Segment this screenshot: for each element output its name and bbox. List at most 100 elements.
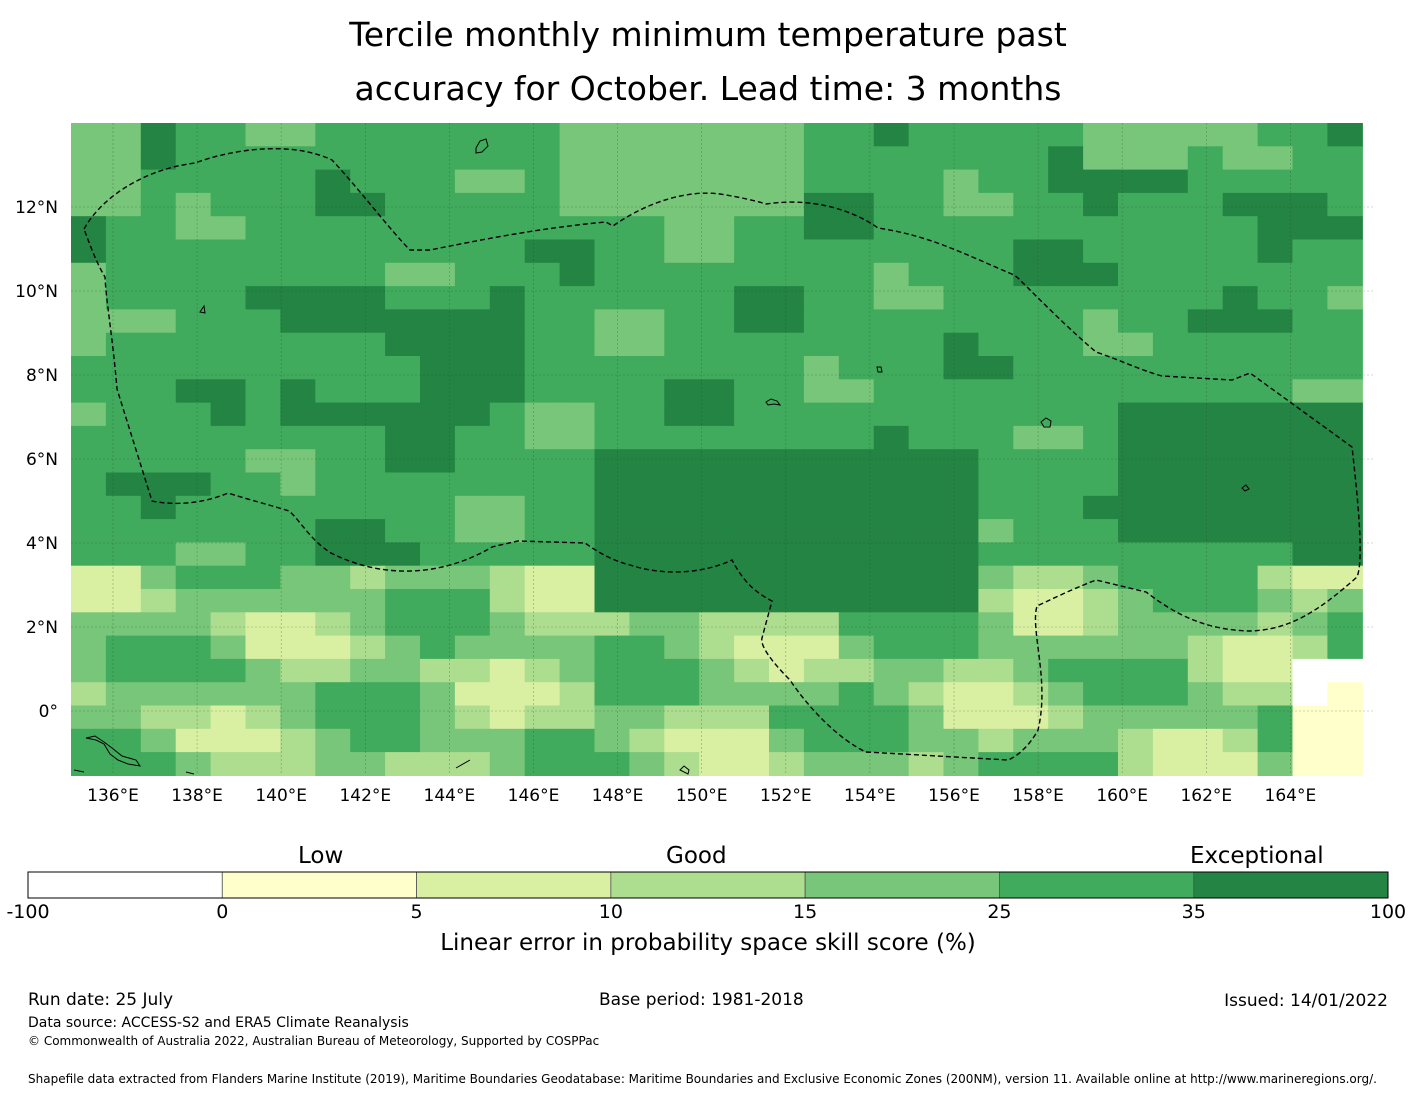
grid-cell bbox=[838, 565, 875, 590]
grid-cell bbox=[420, 449, 456, 474]
grid-cell bbox=[594, 146, 630, 171]
grid-cell bbox=[699, 356, 735, 380]
grid-cell bbox=[140, 262, 177, 287]
grid-cell bbox=[1048, 216, 1084, 241]
grid-cell bbox=[489, 565, 526, 590]
colorbar-category-low: Low bbox=[298, 843, 344, 869]
grid-cell bbox=[454, 519, 491, 543]
grid-cell bbox=[873, 449, 910, 474]
grid-cell bbox=[734, 216, 770, 241]
longitude-tick-label: 146°E bbox=[508, 786, 560, 806]
grid-cell bbox=[105, 425, 142, 450]
grid-cell bbox=[315, 169, 351, 194]
grid-cell bbox=[559, 495, 596, 520]
grid-cell bbox=[1292, 589, 1328, 613]
grid-cell bbox=[1083, 565, 1119, 590]
grid-cell bbox=[1292, 565, 1328, 590]
grid-cell bbox=[71, 239, 107, 264]
grid-cell bbox=[873, 635, 910, 660]
grid-cell bbox=[71, 332, 107, 357]
grid-cell bbox=[454, 449, 491, 474]
longitude-tick-label: 162°E bbox=[1180, 786, 1232, 806]
grid-cell bbox=[978, 589, 1014, 613]
grid-cell bbox=[175, 123, 212, 147]
grid-cell bbox=[385, 752, 421, 776]
latitude-tick-label: 4°N bbox=[26, 534, 58, 554]
grid-cell bbox=[1187, 565, 1224, 590]
grid-cell bbox=[524, 169, 561, 194]
grid-cell bbox=[664, 123, 700, 147]
grid-cell bbox=[594, 495, 630, 520]
grid-cell bbox=[350, 286, 386, 310]
grid-cell bbox=[699, 589, 735, 613]
grid-cell bbox=[734, 752, 770, 776]
longitude-tick-label: 150°E bbox=[676, 786, 728, 806]
grid-cell bbox=[280, 728, 316, 753]
grid-cell bbox=[838, 449, 875, 474]
grid-cell bbox=[1048, 565, 1084, 590]
grid-cell bbox=[385, 565, 421, 590]
grid-cell bbox=[140, 589, 177, 613]
grid-cell bbox=[943, 192, 979, 217]
latitude-tick-label: 8°N bbox=[26, 366, 58, 386]
grid-cell bbox=[734, 332, 770, 357]
islands-small bbox=[73, 366, 883, 775]
grid-cell bbox=[803, 286, 840, 310]
grid-cell bbox=[664, 542, 700, 567]
grid-cell bbox=[454, 612, 491, 637]
grid-cell bbox=[1257, 262, 1294, 287]
grid-cell bbox=[524, 682, 561, 707]
grid-cell bbox=[1187, 262, 1224, 287]
grid-cell bbox=[1048, 402, 1084, 427]
grid-cell bbox=[210, 356, 247, 380]
grid-cell bbox=[1013, 495, 1049, 520]
grid-cell bbox=[1222, 169, 1259, 194]
grid-cell bbox=[71, 379, 107, 404]
grid-cell bbox=[803, 216, 840, 241]
grid-cell bbox=[140, 169, 177, 194]
grid-cell bbox=[210, 192, 247, 217]
grid-cell bbox=[838, 356, 875, 380]
grid-cell bbox=[175, 612, 212, 637]
grid-cell bbox=[71, 705, 107, 730]
grid-cell bbox=[769, 728, 805, 753]
grid-cell bbox=[699, 635, 735, 660]
grid-cell bbox=[454, 356, 491, 380]
grid-cell bbox=[699, 705, 735, 730]
grid-cell bbox=[629, 262, 665, 287]
grid-cell bbox=[1222, 658, 1259, 683]
grid-cell bbox=[1118, 192, 1154, 217]
grid-cell bbox=[873, 216, 910, 241]
grid-cell bbox=[594, 705, 630, 730]
grid-cell bbox=[1013, 192, 1049, 217]
grid-cell bbox=[1048, 658, 1084, 683]
grid-cell bbox=[489, 192, 526, 217]
grid-cell bbox=[280, 332, 316, 357]
grid-cell bbox=[1152, 169, 1189, 194]
grid-cell bbox=[1187, 332, 1224, 357]
grid-cell bbox=[71, 286, 107, 310]
grid-cell bbox=[1257, 565, 1294, 590]
grid-cell bbox=[594, 658, 630, 683]
grid-cell bbox=[594, 519, 630, 543]
eez-boundary-west bbox=[83, 148, 1361, 761]
grid-cell bbox=[664, 239, 700, 264]
grid-cell bbox=[385, 495, 421, 520]
grid-cell bbox=[1152, 565, 1189, 590]
grid-cell bbox=[524, 728, 561, 753]
grid-cell bbox=[1292, 169, 1328, 194]
grid-cell bbox=[629, 239, 665, 264]
grid-cell bbox=[175, 286, 212, 310]
grid-cell bbox=[908, 192, 945, 217]
grid-cell bbox=[803, 356, 840, 380]
grid-cell bbox=[489, 123, 526, 147]
grid-cell bbox=[175, 705, 212, 730]
grid-cell bbox=[559, 239, 596, 264]
grid-cell bbox=[210, 216, 247, 241]
island-manus bbox=[679, 765, 690, 775]
grid-cell bbox=[1327, 239, 1363, 264]
grid-cell bbox=[978, 495, 1014, 520]
grid-cell bbox=[629, 146, 665, 171]
grid-cell bbox=[280, 169, 316, 194]
grid-cell bbox=[1048, 309, 1084, 334]
